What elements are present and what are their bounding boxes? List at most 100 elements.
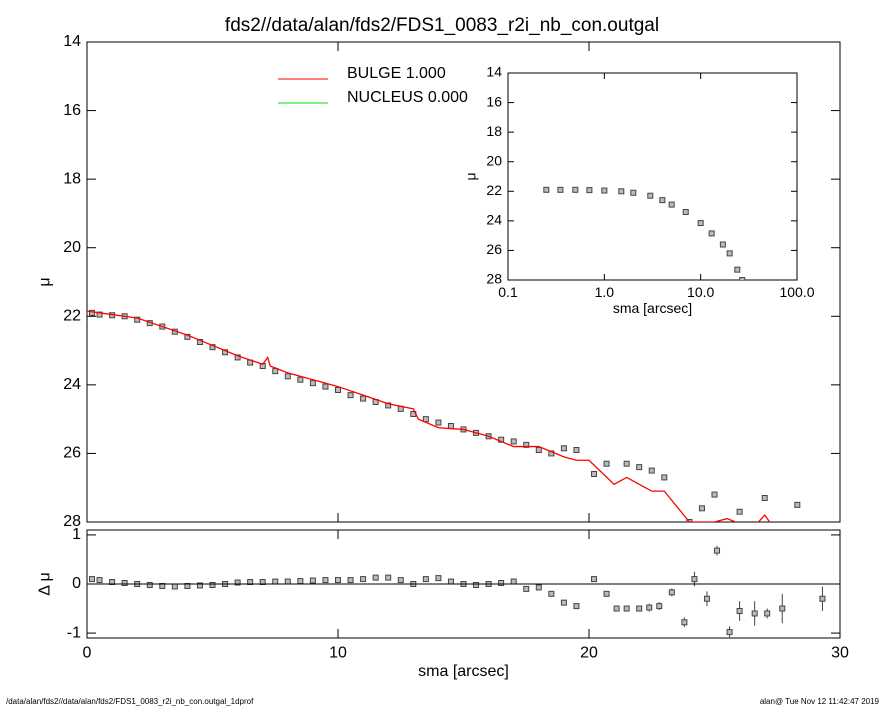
data-point — [603, 460, 610, 467]
data-point — [146, 581, 153, 588]
data-point — [234, 579, 241, 586]
data-point — [603, 590, 610, 597]
data-point — [573, 447, 580, 453]
data-point — [764, 610, 771, 617]
data-point — [682, 208, 689, 215]
data-point — [726, 629, 733, 636]
data-point — [498, 580, 505, 587]
data-point — [573, 603, 580, 610]
data-point — [761, 495, 768, 501]
data-point — [636, 605, 643, 612]
data-point — [473, 581, 480, 588]
data-point — [159, 582, 166, 589]
data-point — [297, 376, 304, 383]
plot-content — [87, 309, 801, 522]
y-tick-label: 26 — [486, 241, 502, 257]
data-point — [247, 579, 254, 586]
data-point — [171, 583, 178, 590]
data-point — [623, 460, 630, 467]
data-point — [272, 368, 279, 375]
data-point — [636, 464, 643, 471]
data-point — [284, 373, 291, 380]
data-point — [96, 311, 103, 318]
data-point — [686, 519, 693, 522]
data-point — [630, 189, 637, 196]
data-point — [591, 576, 598, 583]
data-point — [548, 590, 555, 597]
y-tick-label: 22 — [486, 182, 502, 198]
data-point — [272, 578, 279, 585]
data-point — [736, 608, 743, 614]
model-line — [87, 310, 771, 522]
plot-area — [507, 72, 798, 281]
data-point — [335, 577, 341, 584]
data-point — [447, 423, 454, 429]
data-point — [347, 577, 354, 584]
data-point — [535, 584, 542, 591]
y-tick-label: 24 — [63, 376, 81, 393]
data-point — [751, 610, 758, 617]
data-point — [134, 316, 141, 323]
data-point — [422, 576, 429, 583]
data-point — [656, 603, 663, 610]
data-point — [209, 581, 216, 588]
y-tick-label: 20 — [486, 152, 502, 168]
y-tick-label: 16 — [486, 93, 502, 109]
data-point — [360, 395, 367, 402]
data-point — [523, 585, 530, 592]
data-point — [708, 230, 715, 237]
data-point — [659, 197, 666, 204]
y-tick-label: 14 — [486, 64, 502, 80]
footer-right: alan@ Tue Nov 12 11:42:47 2019 — [760, 697, 880, 706]
footer-left: /data/alan/fds2//data/alan/fds2/FDS1_008… — [6, 697, 254, 706]
data-point — [284, 578, 291, 585]
data-point — [560, 599, 567, 606]
y-tick-label: 18 — [63, 170, 81, 187]
legend-label: BULGE 1.000 — [347, 65, 446, 82]
x-tick-label: 30 — [831, 644, 849, 661]
data-point — [739, 277, 746, 280]
y-axis-label: μ — [462, 172, 478, 180]
data-point — [234, 354, 241, 361]
x-tick-label: 100.0 — [779, 284, 814, 300]
data-point — [510, 578, 517, 585]
data-point — [121, 580, 128, 587]
data-point — [719, 241, 726, 248]
y-tick-label: 26 — [63, 445, 81, 462]
data-point — [601, 187, 608, 194]
data-point — [422, 416, 429, 423]
data-point — [385, 402, 392, 409]
plot-content — [89, 545, 826, 638]
data-point — [435, 575, 442, 582]
data-point — [647, 192, 654, 199]
x-axis-label: sma [arcsec] — [613, 300, 692, 316]
data-point — [703, 595, 710, 602]
y-tick-label: 0 — [72, 575, 81, 592]
data-point — [711, 491, 718, 498]
y-tick-label: 18 — [486, 123, 502, 139]
data-point — [591, 471, 598, 477]
data-point — [360, 576, 367, 583]
data-point — [691, 576, 698, 583]
data-point — [648, 467, 655, 474]
data-point — [668, 201, 675, 208]
data-point — [714, 547, 721, 554]
data-point — [543, 186, 550, 193]
data-point — [297, 578, 304, 585]
data-point — [96, 577, 103, 584]
data-point — [794, 501, 801, 508]
data-point — [681, 619, 688, 626]
x-tick-label: 20 — [580, 644, 598, 661]
x-tick-label: 0 — [83, 644, 92, 661]
data-point — [661, 474, 668, 481]
y-tick-label: -1 — [67, 624, 81, 641]
y-tick-label: 28 — [486, 271, 502, 287]
data-point — [618, 188, 625, 195]
y-axis-label: Δ μ — [37, 572, 54, 595]
y-axis-label: μ — [37, 277, 54, 286]
data-point — [397, 577, 404, 584]
x-tick-label: 1.0 — [595, 284, 615, 300]
data-point — [734, 266, 741, 273]
data-point — [535, 447, 542, 453]
